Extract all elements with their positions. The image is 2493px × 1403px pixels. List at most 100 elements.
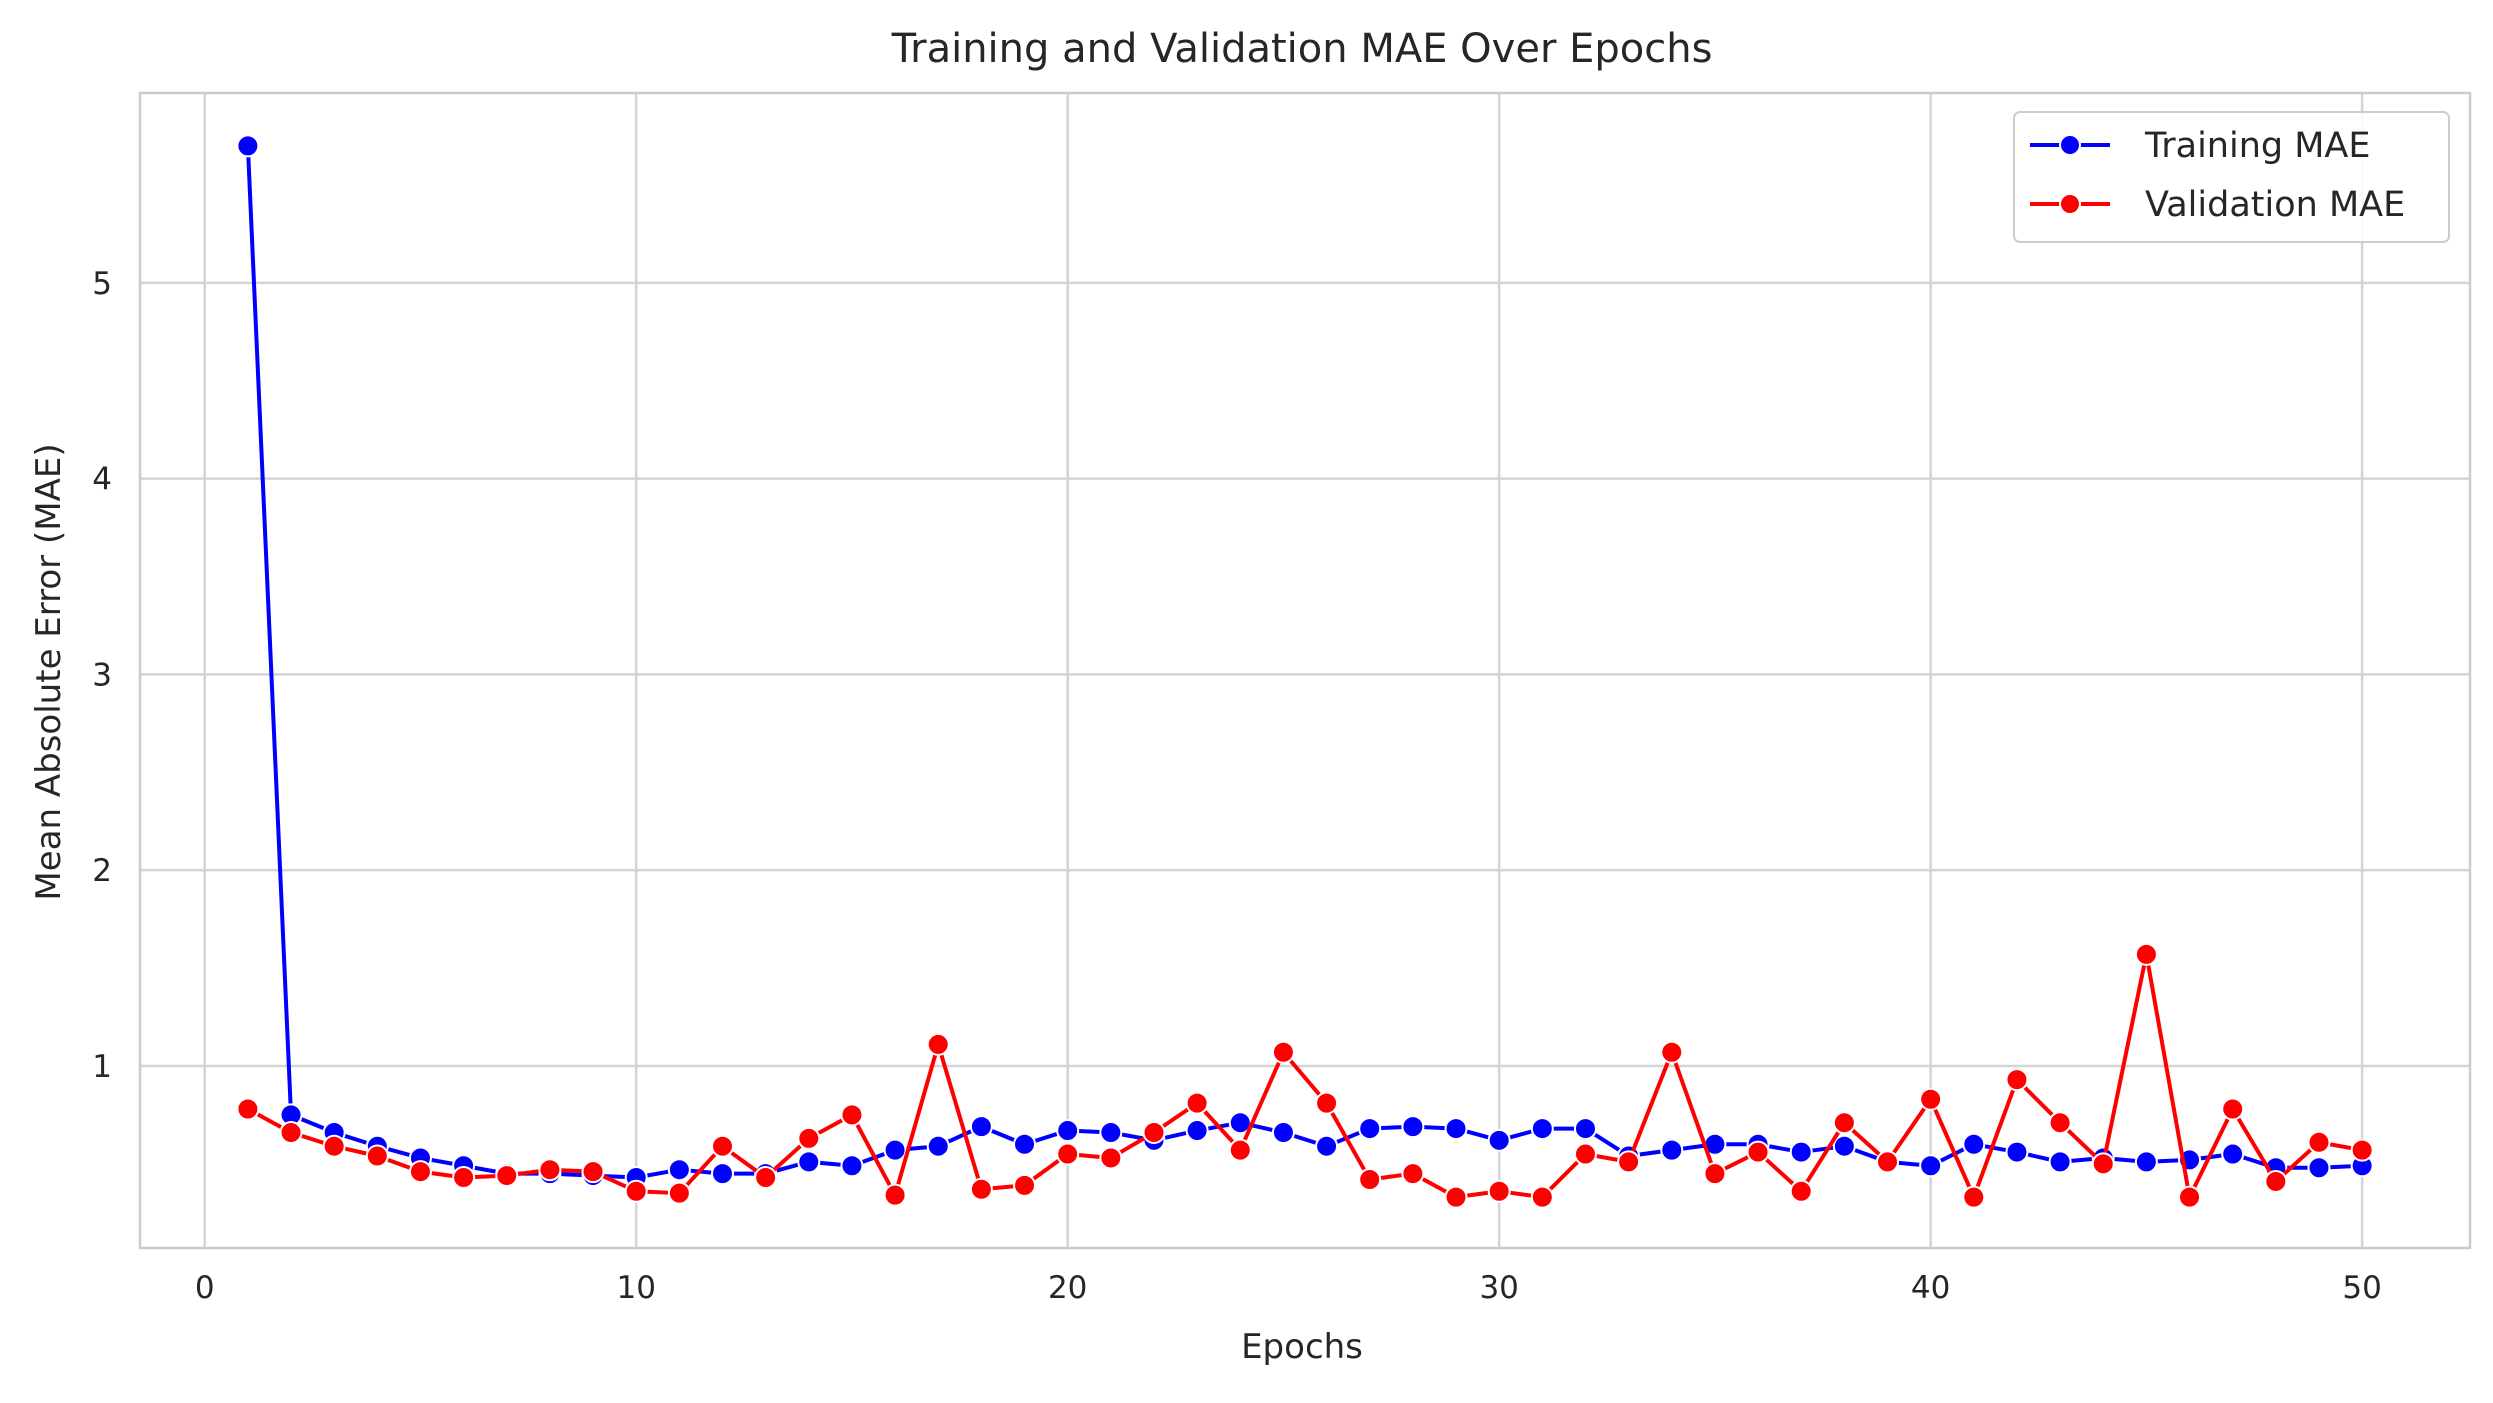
data-point-training [1487,1128,1511,1152]
data-point-validation [2178,1185,2202,1209]
y-tick-label: 1 [92,1049,112,1085]
data-point-validation [624,1179,648,1203]
data-point-validation [1530,1185,1554,1209]
data-point-training [1401,1115,1425,1139]
data-point-validation [2264,1169,2288,1193]
data-point-validation [2048,1111,2072,1135]
data-point-validation [1315,1091,1339,1115]
data-point-validation [2350,1138,2374,1162]
data-point-training [1444,1117,1468,1141]
data-point-training [926,1134,950,1158]
legend-label-training: Training MAE [2144,126,2370,166]
data-point-validation [883,1183,907,1207]
x-tick-label: 30 [1479,1270,1518,1306]
data-point-training [1185,1119,1209,1143]
data-point-validation [365,1144,389,1168]
y-tick-label: 3 [92,657,112,693]
data-point-training [2134,1150,2158,1174]
plot-frame [138,91,2472,1250]
series [236,134,2374,1209]
data-point-validation [797,1126,821,1150]
data-point-validation [322,1134,346,1158]
data-point-validation [1228,1138,1252,1162]
data-point-training [1573,1117,1597,1141]
x-tick-label: 0 [195,1270,215,1306]
data-point-validation [2091,1152,2115,1176]
data-point-validation [1962,1185,1986,1209]
data-point-validation [1401,1162,1425,1186]
data-point-training [1056,1119,1080,1143]
data-point-training [1530,1117,1554,1141]
data-point-validation [711,1134,734,1158]
data-point-validation [1832,1111,1856,1135]
x-tick-label: 40 [1911,1270,1950,1306]
data-point-validation [754,1166,778,1190]
data-point-training [2307,1156,2331,1180]
series-validation [236,942,2374,1209]
data-point-validation [926,1032,950,1056]
data-point-training [969,1115,993,1139]
data-point-validation [1746,1140,1770,1164]
data-point-training [1962,1132,1986,1156]
data-point-validation [581,1160,605,1184]
y-axis-label: Mean Absolute Error (MAE) [29,443,69,900]
data-point-training [711,1162,734,1186]
data-point-validation [236,1097,260,1121]
data-point-validation [1919,1087,1943,1111]
data-point-validation [840,1103,864,1127]
data-point-validation [1358,1167,1382,1191]
series-training [236,134,2374,1190]
data-point-validation [1487,1179,1511,1203]
data-point-training [2005,1140,2029,1164]
data-point-validation [1271,1040,1295,1064]
data-point-training [1358,1117,1382,1141]
x-tick-label: 10 [616,1270,655,1306]
data-point-validation [2005,1068,2029,1092]
data-point-training [2221,1142,2245,1166]
legend-label-validation: Validation MAE [2145,185,2405,225]
legend-marker-validation [2059,193,2081,215]
data-point-validation [279,1121,303,1144]
data-point-training [883,1138,907,1162]
data-point-training [2048,1150,2072,1174]
data-point-validation [1876,1150,1899,1174]
data-point-training [1013,1132,1037,1156]
x-tick-label: 50 [2342,1270,2381,1306]
y-tick-label: 2 [92,853,112,889]
legend-marker-training [2059,134,2081,156]
data-point-training [1832,1134,1856,1158]
x-tick-label: 20 [1048,1270,1087,1306]
data-point-validation [1099,1146,1123,1170]
gridlines [140,93,2470,1248]
data-point-validation [452,1166,476,1190]
data-point-validation [1789,1179,1813,1203]
x-axis-label: Epochs [1241,1327,1363,1367]
data-point-training [1315,1134,1339,1158]
data-point-validation [667,1181,691,1205]
legend: Training MAE Validation MAE [2013,111,2450,243]
data-point-training [1271,1121,1295,1144]
data-point-validation [495,1164,519,1188]
data-point-validation [1703,1162,1727,1186]
data-point-validation [538,1158,562,1182]
y-tick-label: 4 [92,462,112,498]
chart-title: Training and Validation MAE Over Epochs [891,26,1713,72]
data-point-training [1099,1121,1123,1144]
data-point-training [840,1154,864,1178]
data-point-validation [1142,1121,1166,1144]
data-point-validation [2307,1130,2331,1154]
data-point-validation [969,1177,993,1201]
data-point-training [1660,1138,1684,1162]
data-point-training [236,134,260,158]
data-point-validation [1444,1185,1468,1209]
data-point-training [797,1150,821,1174]
data-point-validation [2221,1097,2245,1121]
data-point-training [1919,1154,1943,1178]
data-point-validation [1185,1091,1209,1115]
data-point-training [1789,1140,1813,1164]
data-point-validation [1617,1150,1641,1174]
data-point-validation [2134,942,2158,966]
legend-box [2013,111,2450,243]
